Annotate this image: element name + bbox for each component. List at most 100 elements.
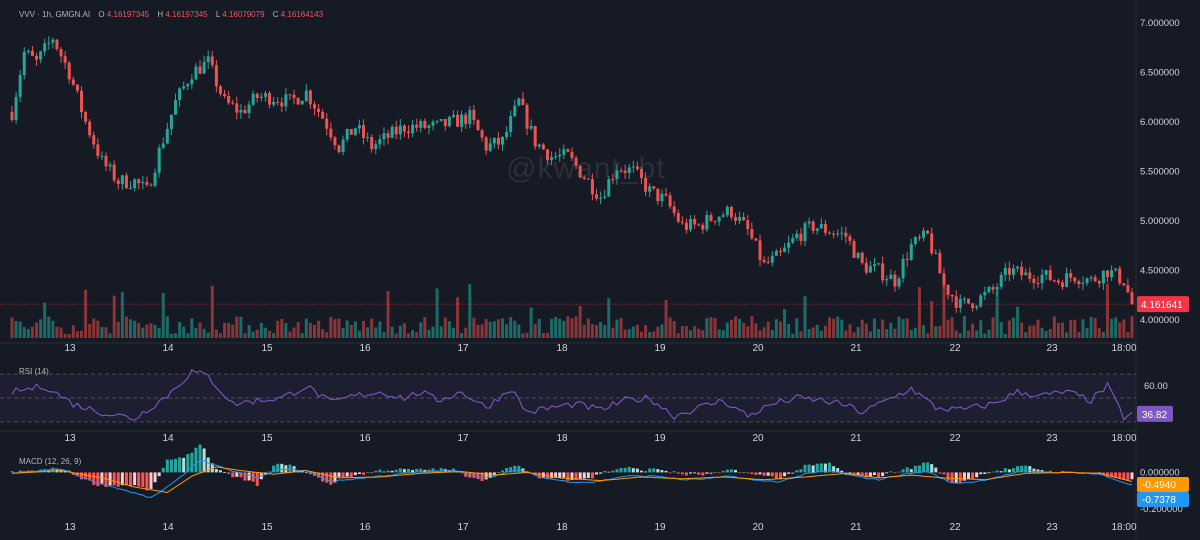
- macd-histogram-bar: [108, 472, 112, 486]
- volume-bar: [513, 320, 517, 338]
- volume-bar: [92, 318, 96, 338]
- candle-body: [59, 49, 63, 57]
- candle-body: [1114, 268, 1118, 271]
- candle-body: [124, 175, 128, 189]
- candle-body: [1110, 270, 1114, 278]
- volume-bar: [382, 332, 386, 338]
- candle-body: [67, 62, 71, 80]
- candle-body: [603, 196, 607, 198]
- volume-bar: [1065, 332, 1069, 338]
- volume-bar: [100, 327, 104, 338]
- candle-body: [778, 251, 782, 253]
- candle-body: [950, 294, 954, 297]
- volume-bar: [881, 319, 885, 338]
- volume-bar: [35, 322, 39, 338]
- macd-histogram-bar: [1016, 466, 1020, 473]
- candle-body: [210, 56, 214, 66]
- price-tick-label: 5.500000: [1140, 166, 1180, 177]
- volume-bar: [30, 326, 34, 338]
- macd-histogram-bar: [517, 465, 521, 473]
- volume-bar: [938, 325, 942, 338]
- macd-histogram-bar: [247, 472, 251, 481]
- volume-bar: [554, 317, 558, 338]
- time-tick-label: 13: [64, 522, 76, 533]
- macd-histogram-bar: [754, 472, 758, 475]
- volume-bar: [206, 332, 210, 338]
- macd-histogram-bar: [1036, 469, 1040, 473]
- volume-bar: [1011, 317, 1015, 338]
- macd-histogram-bar: [186, 454, 190, 473]
- macd-histogram-bar: [697, 472, 701, 475]
- macd-histogram-bar: [738, 472, 742, 474]
- macd-histogram-bar: [210, 463, 214, 473]
- macd-histogram-bar: [750, 472, 754, 475]
- macd-histogram-bar: [729, 469, 733, 473]
- macd-histogram-bar: [194, 447, 198, 473]
- time-tick-label: 21: [850, 343, 862, 354]
- candle-body: [750, 228, 754, 239]
- macd-histogram-bar: [926, 462, 930, 473]
- macd-histogram-bar: [860, 472, 864, 476]
- candle-body: [766, 262, 770, 264]
- volume-bar: [47, 316, 51, 338]
- candle-body: [713, 220, 717, 222]
- volume-bar: [501, 318, 505, 338]
- macd-histogram-bar: [783, 472, 787, 477]
- candle-body: [848, 236, 852, 241]
- macd-histogram-bar: [766, 472, 770, 476]
- candle-body: [770, 255, 774, 263]
- volume-bar: [627, 329, 631, 338]
- macd-histogram-bar: [157, 472, 161, 477]
- rsi-pane[interactable]: [11, 368, 1133, 421]
- macd-histogram-bar: [684, 472, 688, 476]
- macd-histogram-bar: [357, 472, 361, 474]
- volume-bar: [1048, 329, 1052, 338]
- price-pane[interactable]: [0, 36, 1136, 338]
- volume-bar: [734, 316, 738, 338]
- candle-body: [922, 230, 926, 238]
- time-tick-label: 19: [654, 343, 666, 354]
- time-tick-label: 22: [949, 522, 961, 533]
- volume-bar: [415, 332, 419, 338]
- volume-bar: [145, 324, 149, 338]
- volume-bar: [693, 326, 697, 338]
- volume-bar: [247, 324, 251, 338]
- candle-body: [484, 137, 488, 151]
- time-axis[interactable]: 13 14 15 16 17 18 19 20 21 22 23 18:00 13 14 15 16 17 18 1…: [64, 343, 1137, 533]
- volume-bar: [268, 330, 272, 338]
- time-tick-label: 18:00: [1111, 433, 1136, 444]
- time-tick-label: 23: [1046, 343, 1058, 354]
- volume-bar: [525, 332, 529, 338]
- macd-histogram-bar: [644, 471, 648, 473]
- volume-bar: [460, 333, 464, 338]
- candle-body: [648, 186, 652, 192]
- volume-bar: [292, 327, 296, 338]
- volume-bar: [901, 319, 905, 338]
- candle-body: [304, 90, 308, 101]
- close-value: 4.16164143: [280, 10, 324, 19]
- macd-histogram-bar: [872, 472, 876, 476]
- volume-bar: [660, 324, 664, 338]
- volume-bar: [104, 327, 108, 338]
- volume-bar: [926, 333, 930, 338]
- price-axis[interactable]: 7.000000 6.500000 6.000000 5.500000 5.000000…: [1137, 18, 1189, 515]
- candle-body: [574, 157, 578, 166]
- volume-bar: [766, 321, 770, 338]
- grid: [0, 0, 1137, 540]
- macd-histogram-bar: [484, 472, 488, 480]
- macd-histogram-bar: [317, 472, 321, 478]
- macd-histogram-bar: [378, 469, 382, 473]
- macd-histogram-bar: [995, 470, 999, 473]
- volume-bar: [366, 327, 370, 338]
- volume-bar: [558, 318, 562, 338]
- volume-bar: [623, 329, 627, 338]
- macd-histogram-bar: [709, 472, 713, 475]
- macd-pane[interactable]: [10, 444, 1134, 498]
- time-tick-label: 14: [162, 343, 174, 354]
- candle-body: [145, 181, 149, 185]
- macd-histogram-bar: [214, 469, 218, 473]
- volume-bar: [615, 319, 619, 338]
- time-tick-label: 20: [752, 433, 764, 444]
- volume-bar: [1032, 325, 1036, 338]
